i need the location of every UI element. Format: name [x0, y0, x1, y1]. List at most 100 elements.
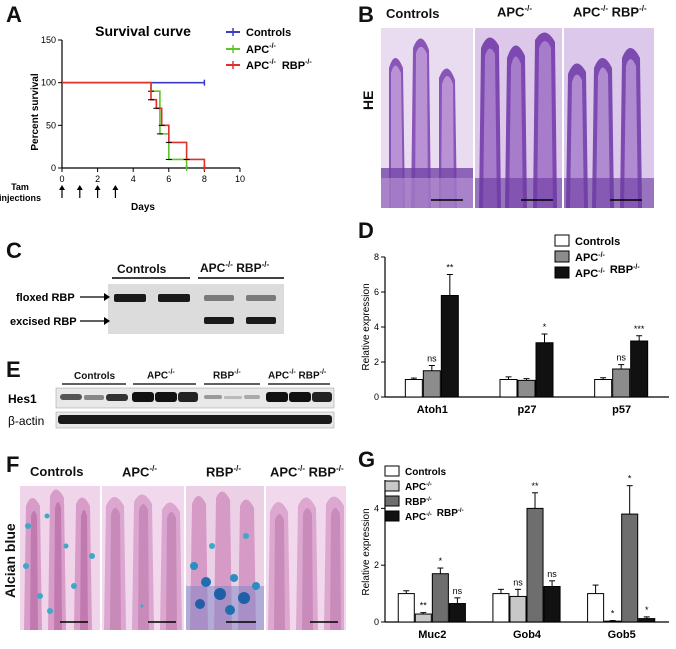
b-header-controls: Controls — [386, 6, 440, 21]
survival-xtick-label: 2 — [95, 174, 100, 184]
panel-label-c: C — [6, 238, 22, 263]
e-header-apc: APC-/- — [147, 369, 175, 382]
legend-apc: APC-/- — [246, 43, 277, 56]
panel-label-e: E — [6, 357, 21, 382]
survival-ytick-label: 150 — [41, 35, 56, 45]
he-image-apc — [475, 28, 562, 208]
b-header-apc: APC-/- — [497, 4, 533, 20]
bar-ytick-label: 2 — [374, 357, 379, 367]
e-header-apcrbp: APC-/- RBP-/- — [268, 369, 327, 382]
bar-0-0 — [404, 379, 423, 398]
alcian-image-apcrbp — [266, 486, 346, 630]
bar-significance: ** — [446, 263, 454, 273]
bar-ytick-label: 6 — [374, 287, 379, 297]
tam-arrow-head — [94, 185, 101, 190]
bar-significance: *** — [634, 324, 645, 334]
legend-superscript: -/- — [426, 512, 432, 518]
d-plot-area: 0 2 4 6 8 Relative expression ns ** Atoh1 * p27 ns *… — [361, 252, 669, 416]
e-header-controls: Controls — [74, 371, 116, 382]
b-side-label: HE — [360, 90, 376, 110]
legend-label-1: APC-/- — [405, 482, 432, 493]
e-header-rbp: RBP-/- — [213, 369, 241, 382]
survival-ytick-label: 100 — [41, 78, 56, 88]
survival-xtick-label: 4 — [131, 174, 136, 184]
western-blot: Hes1 β-actin — [8, 383, 335, 429]
legend-text-part: APC — [405, 482, 426, 493]
legend-swatch-3 — [384, 510, 400, 522]
f-side-label: Alcian blue — [2, 523, 18, 598]
pcr-gel: floxed RBP excised RBP — [10, 277, 284, 334]
panel-label-b: B — [358, 2, 374, 27]
f-header-rbp: RBP-/- — [206, 464, 242, 480]
bar-ytick-label: 0 — [374, 392, 379, 402]
bar-0-0 — [397, 593, 415, 623]
legend-label-2: RBP-/- — [405, 497, 432, 508]
bar-significance: * — [611, 609, 615, 619]
legend-swatch-2 — [384, 495, 400, 507]
gel-label-floxed: floxed RBP — [16, 292, 75, 304]
bar-significance: ns — [453, 586, 463, 596]
survival-xtick-label: 8 — [202, 174, 207, 184]
he-image-apcrbp — [564, 28, 654, 208]
legend-label-1: APC-/- — [575, 252, 606, 264]
bar-2-0 — [594, 379, 613, 398]
bar-significance: * — [628, 474, 632, 484]
legend-text-part: RBP — [405, 497, 426, 508]
legend-swatch-1 — [384, 480, 400, 492]
legend-text-part: Controls — [405, 467, 447, 478]
legend-superscript: -/- — [426, 497, 432, 503]
survival-ytick-label: 50 — [46, 120, 56, 130]
tam-label-2: injections — [0, 193, 41, 203]
survival-ylabel: Percent survival — [30, 73, 41, 150]
bar-ytick-label: 4 — [374, 503, 379, 513]
survival-xtick-label: 10 — [235, 174, 245, 184]
survival-ytick-label: 0 — [51, 163, 56, 173]
bar-category-label: Gob5 — [608, 629, 636, 641]
bar-2-0 — [587, 593, 605, 623]
bar-chart-d: 0 2 4 6 8 Relative expression ns ** Atoh1 * p27 ns *… — [361, 234, 669, 416]
bar-ytick-label: 4 — [374, 322, 379, 332]
blot-label-hes1: Hes1 — [8, 392, 37, 406]
bar-significance: ns — [547, 569, 557, 579]
bar-category-label: Muc2 — [418, 629, 446, 641]
legend-superscript: -/- — [598, 252, 605, 259]
legend-swatch-2 — [554, 266, 570, 279]
legend-swatch-1 — [554, 250, 570, 263]
tam-arrow-head — [112, 185, 119, 190]
panel-label-d: D — [358, 218, 374, 243]
panel-label-a: A — [6, 2, 22, 27]
survival-title: Survival curve — [95, 23, 191, 39]
bar-category-label: Gob4 — [513, 629, 542, 641]
survival-axes: 0 50 100 150 0 2 4 6 8 10 — [41, 35, 245, 184]
c-header-apc-rbp: APC-/- RBP-/- — [200, 260, 270, 275]
he-image-controls — [381, 28, 473, 208]
bar-ytick-label: 2 — [374, 560, 379, 570]
legend-text-part: APC — [575, 268, 598, 280]
bar-ylabel: Relative expression — [361, 283, 372, 370]
tam-arrow-head — [76, 185, 83, 190]
survival-xtick-label: 0 — [59, 174, 64, 184]
bar-significance: * — [543, 322, 547, 332]
legend-label-0: Controls — [405, 467, 447, 478]
bar-ytick-label: 8 — [374, 252, 379, 262]
bar-category-label: p57 — [612, 404, 631, 416]
bar-2-2 — [630, 340, 649, 398]
bar-0-1 — [414, 613, 432, 623]
tam-label-1: Tam — [11, 182, 29, 192]
bar-significance: ns — [513, 577, 523, 587]
bar-significance: ns — [427, 354, 437, 364]
f-header-apc: APC-/- — [122, 464, 158, 480]
bar-0-3 — [448, 603, 466, 623]
bar-significance: ** — [532, 481, 540, 491]
bar-0-2 — [431, 573, 449, 623]
panel-label-f: F — [6, 452, 20, 477]
alcian-image-rbp — [186, 486, 264, 630]
bar-2-1 — [604, 620, 622, 623]
legend-controls: Controls — [246, 27, 291, 39]
alcian-image-apc — [102, 486, 184, 630]
blot-label-actin: β-actin — [8, 414, 44, 428]
